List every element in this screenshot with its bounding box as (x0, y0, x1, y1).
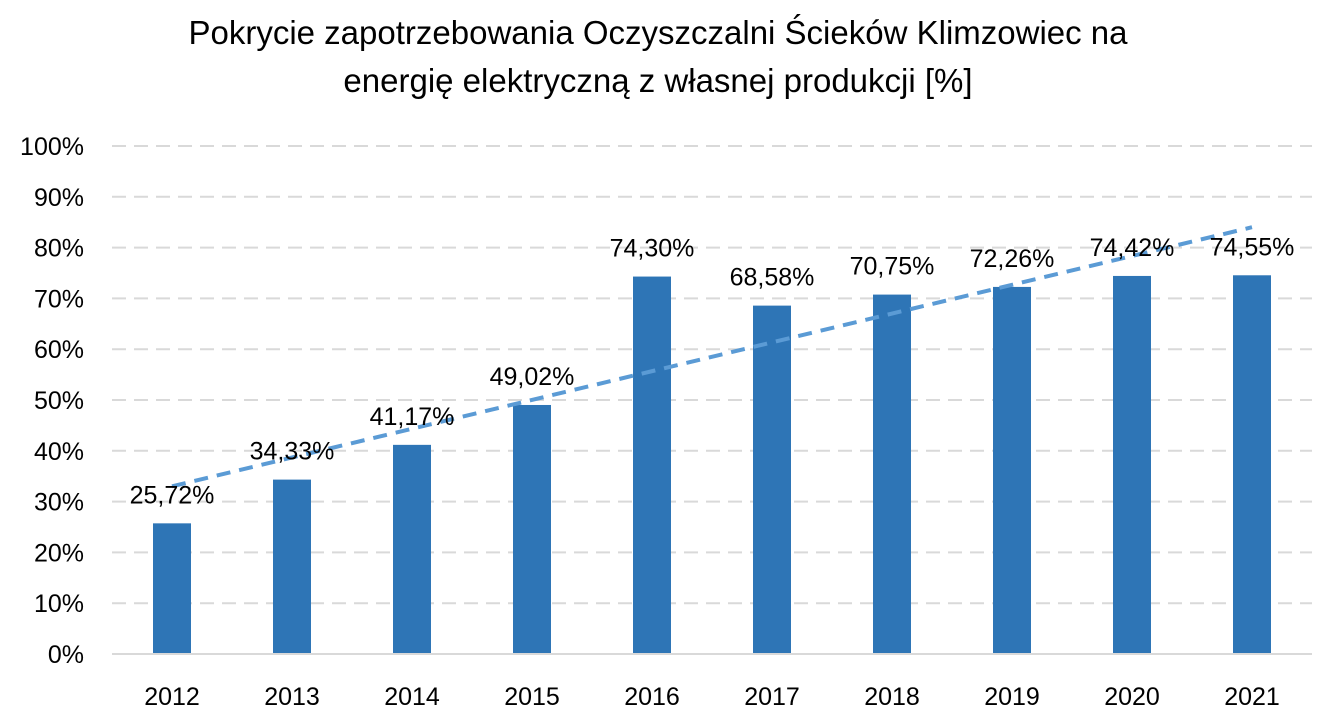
x-tick-label: 2021 (1224, 683, 1280, 711)
bar-2014 (393, 444, 431, 654)
bar-2015 (513, 404, 551, 654)
data-label: 74,42% (1090, 234, 1175, 262)
y-tick-label: 100% (20, 133, 84, 161)
data-label: 68,58% (730, 264, 815, 292)
data-label: 34,33% (250, 438, 335, 466)
bar-2020 (1113, 275, 1151, 654)
x-tick-label: 2016 (624, 683, 680, 711)
y-tick-label: 70% (34, 285, 84, 313)
x-tick-label: 2019 (984, 683, 1040, 711)
y-tick-label: 0% (48, 641, 84, 669)
x-tick-label: 2020 (1104, 683, 1160, 711)
chart-title-line-2: energię elektryczną z własnej produkcji … (343, 62, 973, 99)
data-label: 70,75% (850, 253, 935, 281)
x-tick-label: 2017 (744, 683, 800, 711)
x-tick-label: 2014 (384, 683, 440, 711)
x-tick-label: 2015 (504, 683, 560, 711)
data-label: 49,02% (490, 363, 575, 391)
x-tick-label: 2018 (864, 683, 920, 711)
bar-2016 (633, 276, 671, 654)
y-tick-label: 60% (34, 336, 84, 364)
bar-2012 (153, 523, 191, 654)
bar-2018 (873, 294, 911, 654)
y-tick-label: 20% (34, 539, 84, 567)
data-label: 74,55% (1210, 233, 1295, 261)
data-label: 74,30% (610, 235, 695, 263)
bar-2013 (273, 479, 311, 654)
x-tick-label: 2013 (264, 683, 320, 711)
data-label: 25,72% (130, 481, 215, 509)
chart-title-line-1: Pokrycie zapotrzebowania Oczyszczalni Śc… (188, 14, 1128, 51)
y-tick-label: 30% (34, 489, 84, 517)
trendline (171, 225, 1253, 489)
bar-2019 (993, 286, 1031, 654)
bar-2017 (753, 305, 791, 654)
y-tick-label: 10% (34, 590, 84, 618)
data-label: 72,26% (970, 245, 1055, 273)
y-tick-label: 40% (34, 438, 84, 466)
y-tick-label: 50% (34, 387, 84, 415)
y-tick-label: 90% (34, 184, 84, 212)
x-tick-label: 2012 (144, 683, 200, 711)
data-label: 41,17% (370, 403, 455, 431)
bar-2021 (1233, 275, 1271, 654)
y-tick-label: 80% (34, 235, 84, 263)
